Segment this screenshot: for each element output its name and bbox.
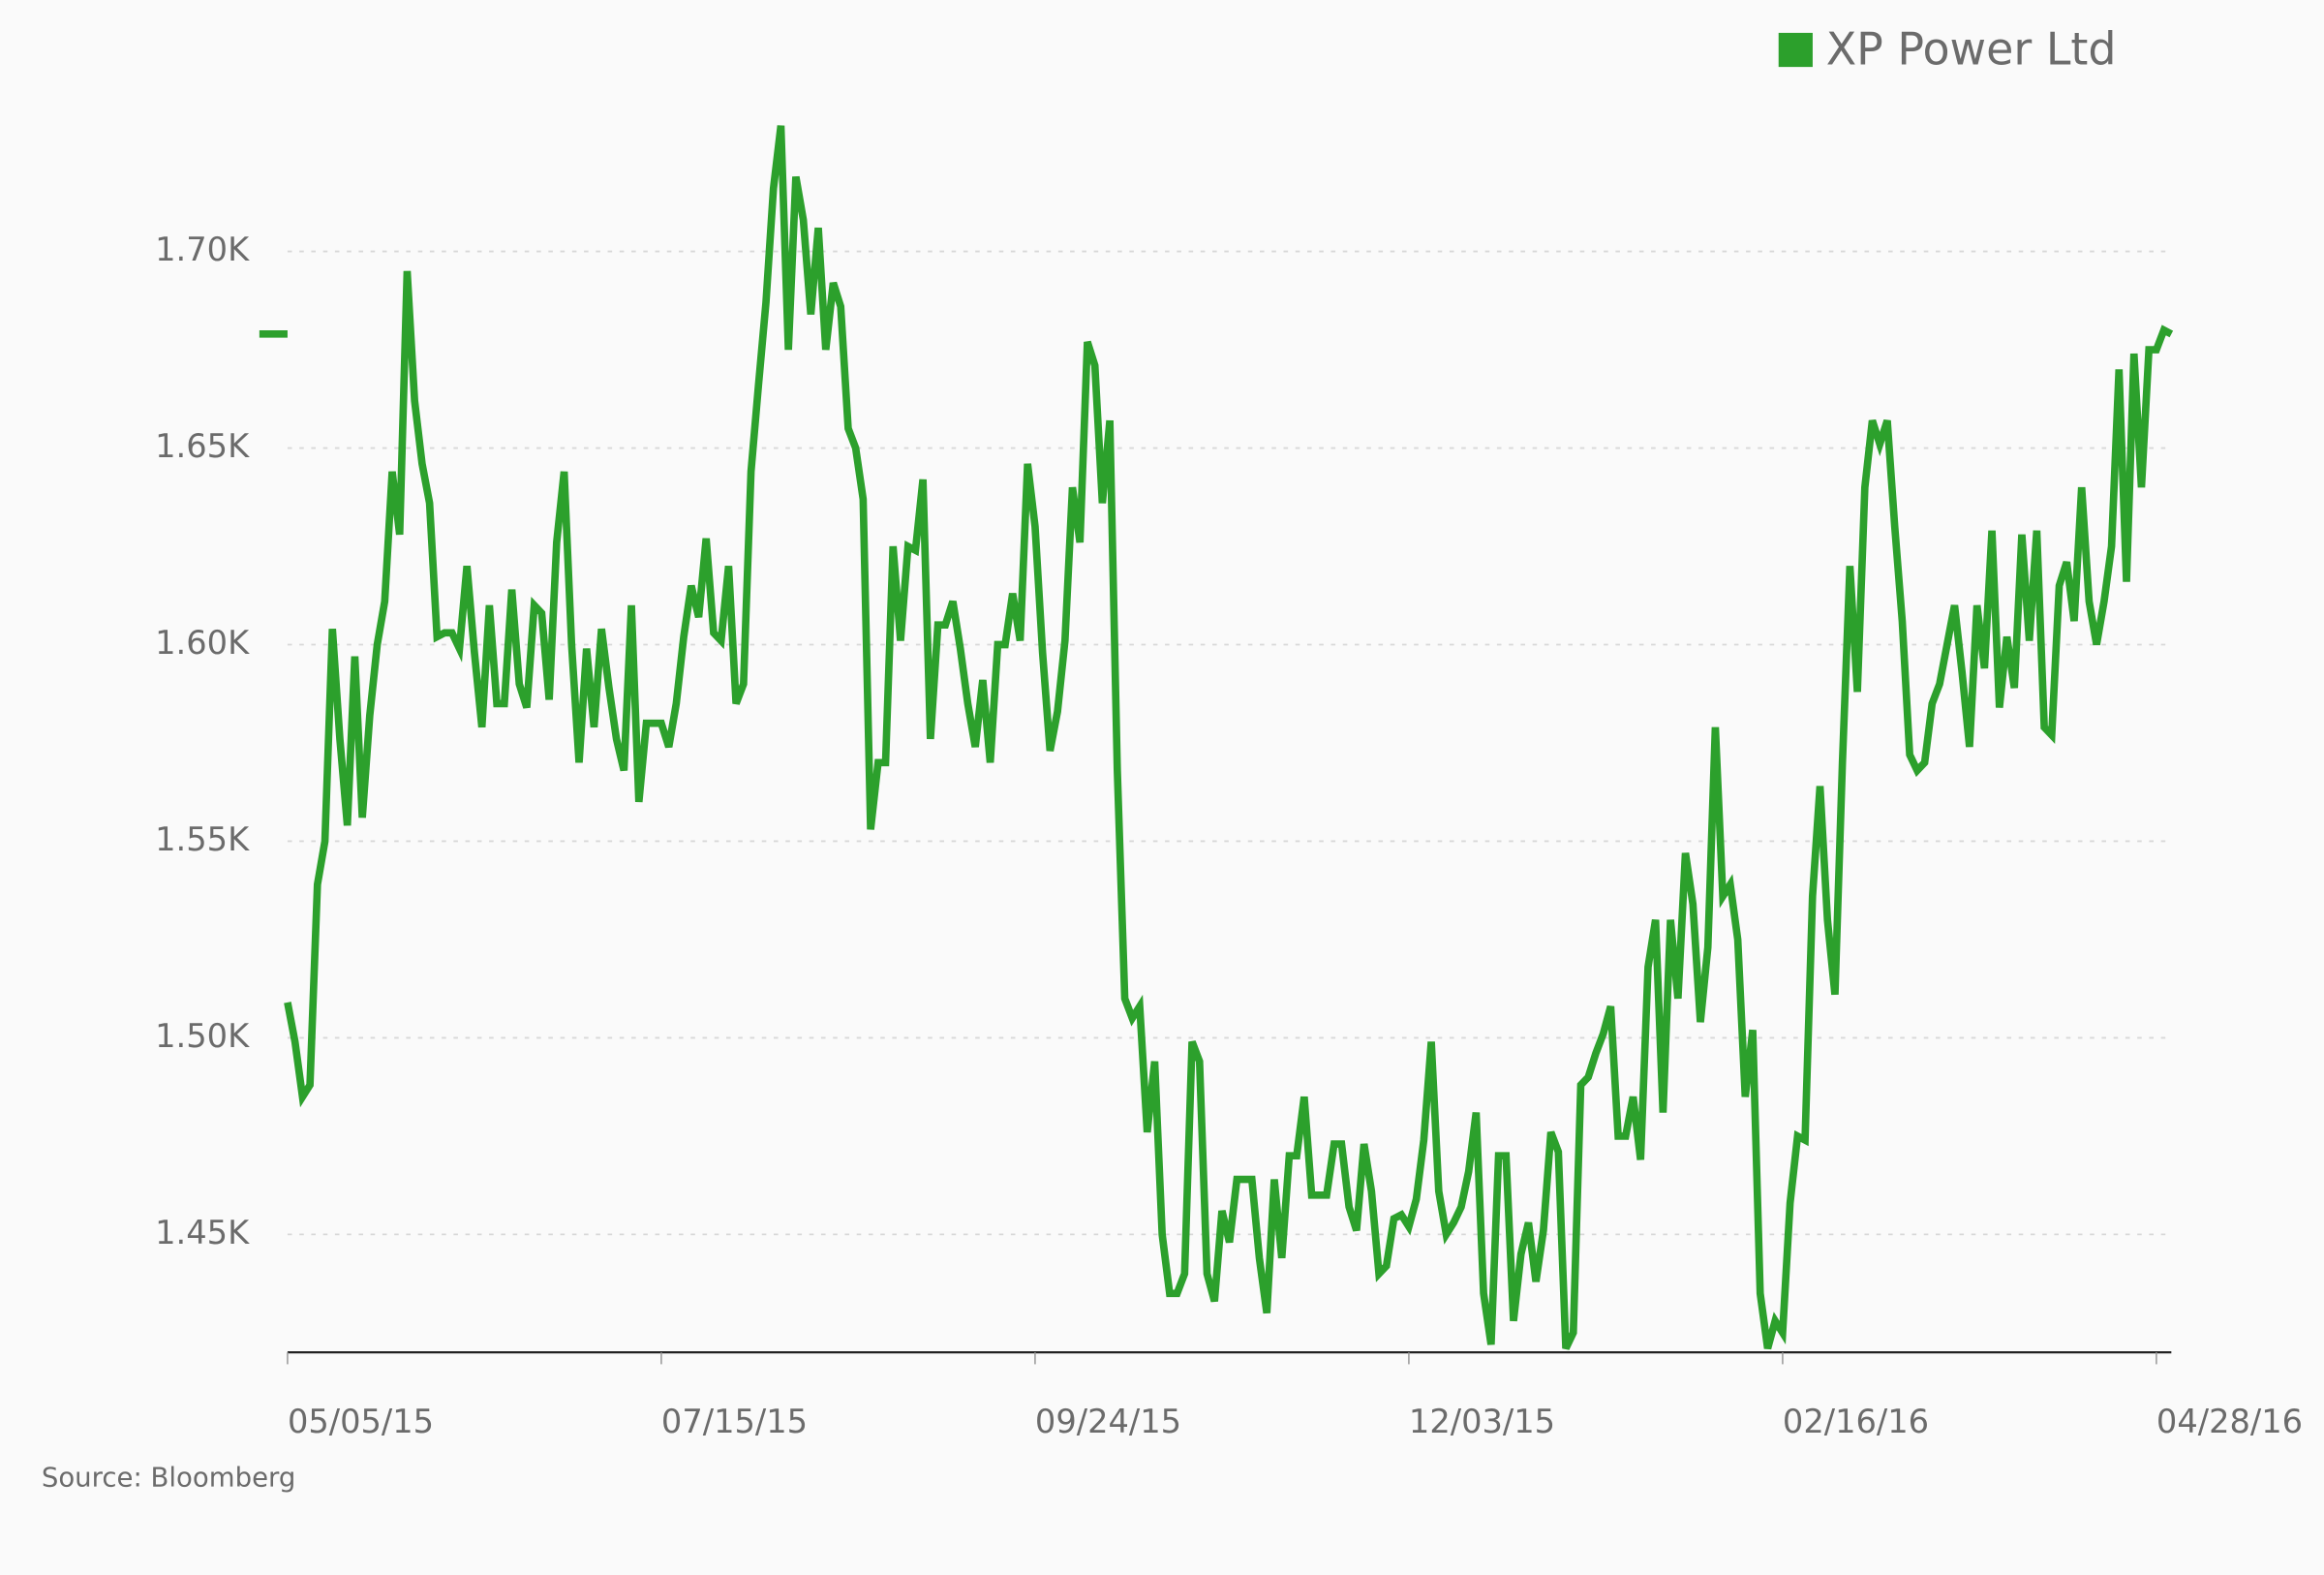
legend-swatch	[1778, 32, 1813, 68]
y-tick-label: 1.50K	[155, 1017, 250, 1055]
price-line	[284, 125, 2174, 1350]
legend-label: XP Power Ltd	[1826, 22, 2117, 75]
x-tick-label: 12/03/15	[1409, 1403, 1555, 1440]
x-tick-label: 05/05/15	[288, 1403, 434, 1440]
y-tick-label: 1.70K	[155, 231, 250, 268]
x-tick-label: 04/28/16	[2156, 1403, 2303, 1440]
y-tick-label: 1.65K	[155, 427, 250, 465]
x-tick-label: 07/15/15	[661, 1403, 808, 1440]
x-tick-label: 09/24/15	[1035, 1403, 1181, 1440]
y-tick-label: 1.60K	[155, 624, 250, 662]
y-tick-label: 1.45K	[155, 1214, 250, 1251]
source-note: Source: Bloomberg	[42, 1462, 296, 1493]
y-tick-label: 1.55K	[155, 820, 250, 858]
x-tick-label: 02/16/16	[1783, 1403, 1929, 1440]
